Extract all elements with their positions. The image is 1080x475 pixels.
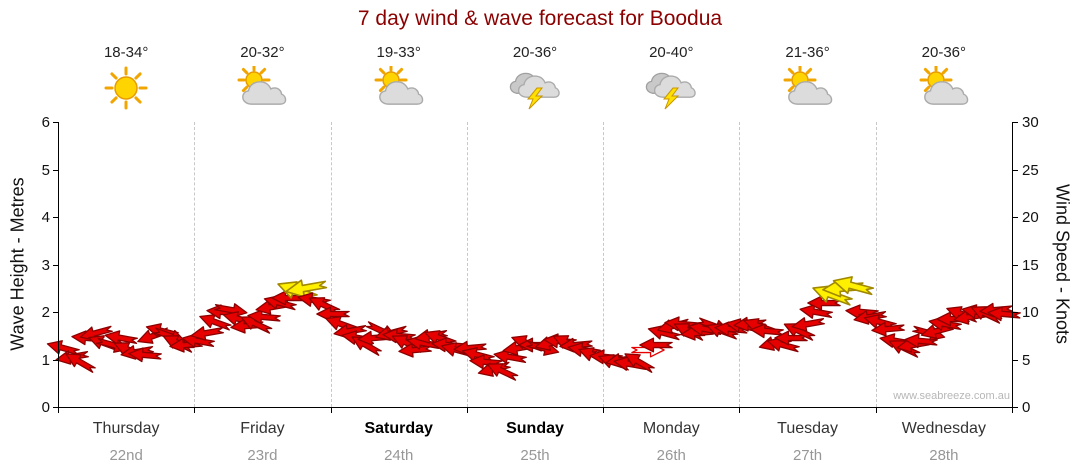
- day-name: Friday: [240, 420, 285, 437]
- x-axis-tick: [739, 408, 741, 413]
- day-date: 28th: [929, 447, 959, 464]
- wind-arrow: [639, 337, 674, 353]
- left-axis-tick: [53, 359, 58, 361]
- right-axis-tick-label: 10: [1022, 304, 1039, 321]
- left-axis-tick: [53, 407, 58, 408]
- x-axis-bottom: [58, 407, 1013, 408]
- left-axis-tick-label: 0: [41, 399, 50, 416]
- day-date: 24th: [384, 447, 414, 464]
- watermark: www.seabreeze.com.au: [893, 390, 1010, 402]
- x-axis-tick: [875, 408, 877, 413]
- weather-icon-sunny: [100, 66, 152, 110]
- right-axis-tick-label: 20: [1022, 209, 1039, 226]
- right-axis-tick: [1013, 359, 1018, 361]
- y-axis-left: [58, 122, 59, 408]
- left-axis-tick-label: 1: [41, 351, 50, 369]
- x-axis-tick: [194, 408, 196, 413]
- right-axis-tick: [1013, 407, 1018, 408]
- temperature-range: 19-33°: [376, 44, 421, 61]
- weather-icon-sun-cloud: [918, 63, 970, 110]
- day-date: 23rd: [247, 447, 278, 464]
- day-date: 25th: [520, 447, 550, 464]
- wind-arrow: [870, 319, 905, 338]
- left-axis-tick-label: 2: [41, 304, 50, 321]
- wind-arrow: [188, 323, 224, 345]
- temperature-range: 20-40°: [649, 44, 694, 61]
- right-axis-tick: [1013, 217, 1018, 218]
- day-date: 22nd: [109, 447, 143, 464]
- day-boundary-gridline: [330, 122, 332, 407]
- weather-icon-sun-cloud: [373, 63, 425, 110]
- wind-arrow: [986, 305, 1021, 324]
- temperature-range: 18-34°: [103, 44, 149, 61]
- right-axis-tick-label: 30: [1022, 114, 1039, 131]
- weather-icon-storm: [509, 66, 561, 110]
- left-axis-tick-label: 5: [41, 161, 50, 179]
- right-axis-tick-label: 25: [1022, 161, 1039, 179]
- day-boundary-gridline: [194, 122, 196, 407]
- day-boundary-gridline: [466, 122, 468, 407]
- day-name: Thursday: [92, 420, 160, 437]
- day-name: Tuesday: [777, 420, 838, 437]
- weather-icon-sun-cloud: [782, 63, 834, 110]
- left-axis-tick: [53, 312, 58, 313]
- wind-arrow: [483, 357, 521, 386]
- y-axis-right: [1012, 122, 1013, 408]
- x-axis-tick: [58, 408, 59, 413]
- wind-arrow: [305, 290, 343, 319]
- temperature-range: 20-36°: [921, 44, 967, 61]
- day-boundary-gridline: [603, 122, 605, 407]
- x-axis-tick: [603, 408, 605, 413]
- left-axis-tick: [53, 217, 58, 218]
- wind-arrow: [774, 330, 808, 346]
- weather-icon-storm: [645, 66, 697, 110]
- wind-arrow: [861, 309, 898, 333]
- chart-title: 7 day wind & wave forecast for Boodua: [357, 7, 723, 30]
- day-name: Wednesday: [901, 420, 986, 437]
- right-axis-tick: [1013, 169, 1018, 171]
- wind-arrow: [128, 345, 163, 364]
- day-date: 26th: [656, 447, 686, 464]
- wind-arrow: [829, 271, 875, 301]
- weather-icon-sun-cloud: [236, 63, 288, 110]
- wind-arrow: [749, 322, 784, 341]
- left-axis-tick: [53, 264, 58, 266]
- day-boundary-gridline: [739, 122, 741, 407]
- x-axis-tick: [466, 408, 468, 413]
- wind-arrow: [789, 313, 825, 335]
- temperature-range: 20-36°: [512, 44, 558, 61]
- left-axis-tick: [53, 122, 58, 123]
- temperature-range: 20-32°: [240, 44, 285, 61]
- right-axis-tick-label: 0: [1022, 399, 1031, 416]
- wind-arrow: [61, 346, 98, 377]
- right-axis-tick: [1013, 264, 1018, 266]
- right-axis-tick: [1013, 122, 1018, 123]
- left-axis-tick-label: 4: [41, 209, 50, 226]
- left-axis-tick-label: 3: [41, 256, 50, 274]
- day-name: Sunday: [506, 420, 564, 437]
- day-date: 27th: [792, 447, 823, 464]
- day-name: Saturday: [364, 420, 433, 437]
- right-axis-tick-label: 5: [1022, 351, 1031, 369]
- day-name: Monday: [642, 420, 700, 437]
- wind-arrow: [45, 335, 82, 359]
- wind-arrow: [459, 343, 496, 367]
- temperature-range: 21-36°: [785, 44, 830, 61]
- day-boundary-gridline: [875, 122, 877, 407]
- right-axis-tick: [1013, 312, 1018, 313]
- wind-arrow: [103, 327, 139, 349]
- wind-arrow: [283, 275, 328, 302]
- x-axis-tick: [330, 408, 332, 413]
- right-axis-tick-label: 15: [1022, 256, 1039, 274]
- left-axis-tick: [53, 169, 58, 171]
- x-axis-tick: [1012, 408, 1013, 413]
- wind-arrow: [620, 346, 657, 377]
- left-axis-tick-label: 6: [41, 114, 50, 131]
